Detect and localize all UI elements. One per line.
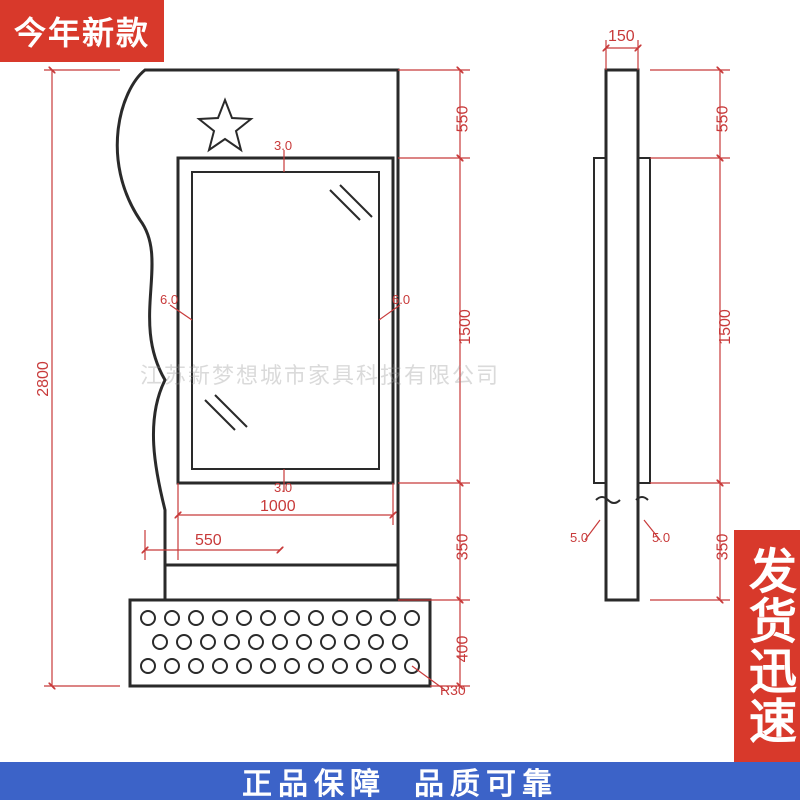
dim-t60-r: 6.0 [392, 292, 410, 307]
dim-side-panel-h: 1500 [717, 309, 735, 345]
dim-total-h: 2800 [35, 361, 53, 397]
dim-side-t50-r: 5.0 [652, 530, 670, 545]
badge-new-style: 今年新款 [0, 0, 164, 62]
dim-wave-w: 550 [195, 532, 222, 550]
side-elevation [0, 0, 800, 800]
badge-fast-ship: 发货迅速 [734, 530, 800, 762]
dim-base-h: 400 [454, 636, 472, 663]
dim-panel-h: 1500 [457, 309, 475, 345]
dim-side-gap-h: 350 [714, 534, 732, 561]
bottom-guarantee-bar: 正品保障 品质可靠 [0, 762, 800, 800]
side-post [606, 70, 638, 600]
bottom-left-text: 正品保障 [242, 759, 386, 803]
dim-side-t50-l: 5.0 [570, 530, 588, 545]
dim-top-h: 550 [454, 106, 472, 133]
dim-r30: R30 [440, 682, 466, 698]
watermark-text: 江苏新梦想城市家具科技有限公司 [140, 358, 500, 390]
dim-panel-w: 1000 [260, 498, 296, 516]
dim-gap-h: 350 [454, 534, 472, 561]
dim-side-top-h: 550 [714, 106, 732, 133]
bottom-right-text: 品质可靠 [414, 759, 558, 803]
dim-t30-bot: 3.0 [274, 480, 292, 495]
dim-t30-top: 3.0 [274, 138, 292, 153]
dim-side-top-w: 150 [608, 28, 635, 46]
dim-t60-l: 6.0 [160, 292, 178, 307]
